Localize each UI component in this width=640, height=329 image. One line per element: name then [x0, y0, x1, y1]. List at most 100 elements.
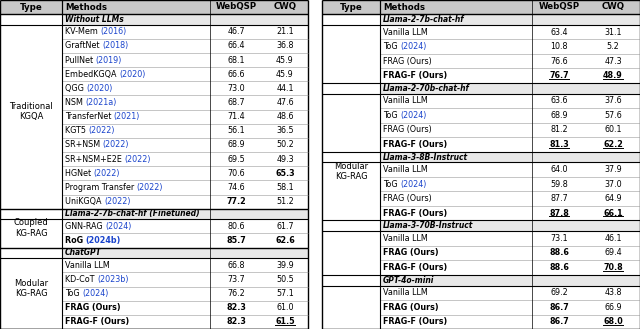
Text: (2024): (2024): [82, 289, 109, 298]
Text: HGNet: HGNet: [65, 169, 93, 178]
Text: 56.1: 56.1: [227, 126, 245, 135]
Bar: [380, 14, 640, 25]
Text: WebQSP: WebQSP: [538, 3, 580, 12]
Text: FRAG-F (Ours): FRAG-F (Ours): [65, 317, 129, 326]
Text: TransferNet: TransferNet: [65, 112, 114, 121]
Text: 87.8: 87.8: [549, 209, 569, 218]
Text: 37.0: 37.0: [604, 180, 622, 189]
Text: 74.6: 74.6: [227, 183, 245, 192]
Text: 73.7: 73.7: [227, 275, 245, 284]
Text: 21.1: 21.1: [276, 27, 294, 36]
Text: KD-CoT: KD-CoT: [65, 275, 97, 284]
Text: 85.7: 85.7: [226, 236, 246, 245]
Text: 80.6: 80.6: [227, 222, 244, 231]
Text: FRAG (Ours): FRAG (Ours): [383, 125, 432, 134]
Text: 77.2: 77.2: [226, 197, 246, 206]
Text: 76.6: 76.6: [550, 57, 568, 65]
Text: GPT-4o-mini: GPT-4o-mini: [383, 276, 435, 285]
Text: 57.1: 57.1: [276, 289, 294, 298]
Text: FRAG-F (Ours): FRAG-F (Ours): [383, 71, 447, 80]
Text: (2020): (2020): [86, 84, 113, 93]
Text: 69.5: 69.5: [227, 155, 245, 164]
Text: UniKGQA: UniKGQA: [65, 197, 104, 206]
Text: PullNet: PullNet: [65, 56, 95, 64]
Text: 44.1: 44.1: [276, 84, 294, 93]
Text: 68.9: 68.9: [227, 140, 245, 149]
Text: 81.3: 81.3: [549, 140, 569, 149]
Text: (2022): (2022): [137, 183, 163, 192]
Text: 68.7: 68.7: [227, 98, 245, 107]
Text: (2018): (2018): [102, 41, 128, 50]
Text: Vanilla LLM: Vanilla LLM: [383, 234, 428, 243]
Text: 49.3: 49.3: [276, 155, 294, 164]
Text: (2024): (2024): [105, 222, 131, 231]
Text: FRAG-F (Ours): FRAG-F (Ours): [383, 263, 447, 272]
Text: Without LLMs: Without LLMs: [65, 15, 124, 24]
Text: FRAG-F (Ours): FRAG-F (Ours): [383, 317, 447, 326]
Text: GraftNet: GraftNet: [65, 41, 102, 50]
Text: 76.2: 76.2: [227, 289, 245, 298]
Text: Vanilla LLM: Vanilla LLM: [383, 288, 428, 297]
Text: 45.9: 45.9: [276, 56, 294, 64]
Text: 31.1: 31.1: [604, 28, 621, 37]
Text: (2021a): (2021a): [85, 98, 116, 107]
Text: 73.1: 73.1: [550, 234, 568, 243]
Text: (2022): (2022): [124, 155, 151, 164]
Text: (2023b): (2023b): [97, 275, 129, 284]
Bar: [380, 83, 640, 94]
Text: 88.6: 88.6: [549, 263, 569, 272]
Text: Llama-2-7b-chat-hf: Llama-2-7b-chat-hf: [383, 15, 465, 24]
Bar: [380, 275, 640, 286]
Text: 37.6: 37.6: [604, 96, 622, 105]
Text: (2020): (2020): [119, 70, 145, 79]
Text: Methods: Methods: [383, 3, 425, 12]
Text: 86.7: 86.7: [549, 317, 569, 326]
Text: 82.3: 82.3: [226, 303, 246, 312]
Text: 66.9: 66.9: [604, 303, 622, 312]
Text: 69.2: 69.2: [550, 288, 568, 297]
Text: QGG: QGG: [65, 84, 86, 93]
Text: 66.8: 66.8: [227, 261, 244, 270]
Text: Llama-3-8B-Instruct: Llama-3-8B-Instruct: [383, 153, 468, 162]
Text: (2021): (2021): [114, 112, 140, 121]
Text: (2024): (2024): [400, 180, 426, 189]
Bar: [322, 0, 640, 14]
Text: 60.1: 60.1: [604, 125, 621, 134]
Text: ToG: ToG: [383, 42, 400, 51]
Text: 58.1: 58.1: [276, 183, 294, 192]
Text: Type: Type: [20, 3, 42, 12]
Text: 10.8: 10.8: [550, 42, 568, 51]
Text: 66.4: 66.4: [227, 41, 244, 50]
Text: ChatGPT: ChatGPT: [65, 248, 102, 257]
Text: FRAG-F (Ours): FRAG-F (Ours): [383, 209, 447, 218]
Text: 36.8: 36.8: [276, 41, 294, 50]
Text: FRAG (Ours): FRAG (Ours): [383, 194, 432, 203]
Text: 50.5: 50.5: [276, 275, 294, 284]
Text: FRAG (Ours): FRAG (Ours): [383, 248, 438, 258]
Text: 47.3: 47.3: [604, 57, 622, 65]
Text: ToG: ToG: [383, 111, 400, 120]
Text: (2022): (2022): [88, 126, 115, 135]
Text: Llama-2-70b-chat-hf: Llama-2-70b-chat-hf: [383, 84, 470, 93]
Text: 66.1: 66.1: [603, 209, 623, 218]
Text: 66.6: 66.6: [227, 70, 244, 79]
Text: (2016): (2016): [100, 27, 127, 36]
Text: 64.9: 64.9: [604, 194, 622, 203]
Text: 37.9: 37.9: [604, 165, 622, 174]
Text: 70.6: 70.6: [227, 169, 245, 178]
Text: Vanilla LLM: Vanilla LLM: [383, 28, 428, 37]
Text: 68.0: 68.0: [603, 317, 623, 326]
Text: FRAG-F (Ours): FRAG-F (Ours): [383, 140, 447, 149]
Text: Modular
KG-RAG: Modular KG-RAG: [14, 279, 48, 298]
Text: 46.1: 46.1: [604, 234, 621, 243]
Text: 88.6: 88.6: [549, 248, 569, 258]
Text: CWQ: CWQ: [602, 3, 625, 12]
Text: 63.6: 63.6: [550, 96, 568, 105]
Text: EmbedKGQA: EmbedKGQA: [65, 70, 119, 79]
Text: 68.1: 68.1: [227, 56, 244, 64]
Text: Coupled
KG-RAG: Coupled KG-RAG: [13, 218, 49, 238]
Text: 82.3: 82.3: [226, 317, 246, 326]
Text: 43.8: 43.8: [604, 288, 621, 297]
Text: 73.0: 73.0: [227, 84, 245, 93]
Text: 68.9: 68.9: [550, 111, 568, 120]
